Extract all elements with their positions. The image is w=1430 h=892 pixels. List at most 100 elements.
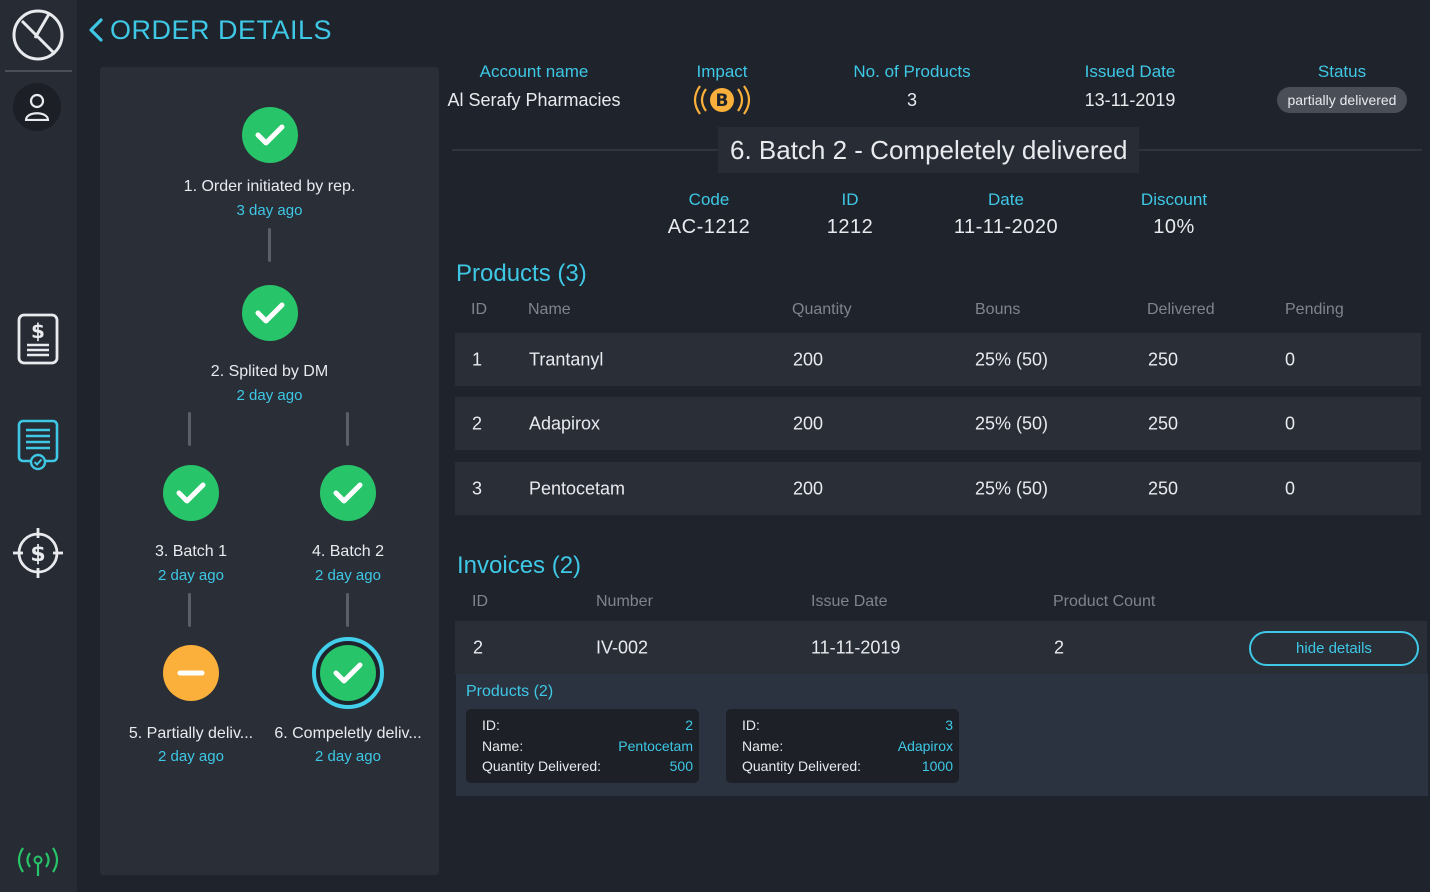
order-timeline: 1. Order initiated by rep. 3 day ago 2. … bbox=[100, 67, 439, 875]
inv-cell-id: 2 bbox=[473, 637, 484, 657]
cell-name: Pentocetam bbox=[529, 478, 626, 498]
step-3-label: 3. Batch 1 bbox=[154, 543, 228, 560]
batch-code: Code AC-1212 bbox=[649, 190, 769, 239]
card-id-key: ID: bbox=[482, 717, 500, 733]
step-2-status bbox=[242, 285, 298, 341]
cell-delivered: 250 bbox=[1148, 413, 1179, 433]
invoices-title: Invoices (2) bbox=[457, 552, 582, 579]
issued-summary: Issued Date 13-11-2019 bbox=[1050, 62, 1210, 111]
issued-date-value: 13-11-2019 bbox=[1084, 90, 1176, 110]
nav-orders[interactable] bbox=[12, 417, 64, 473]
hide-details-button[interactable]: hide details bbox=[1249, 631, 1419, 666]
user-avatar[interactable] bbox=[13, 83, 61, 131]
page-title: ORDER DETAILS bbox=[110, 14, 333, 45]
back-button[interactable]: ORDER DETAILS bbox=[86, 14, 332, 46]
cell-id: 1 bbox=[472, 349, 483, 369]
invoice-products-title: Products (2) bbox=[466, 683, 554, 700]
impact-label: Impact bbox=[696, 62, 748, 81]
step-2-time: 2 day ago bbox=[236, 387, 303, 404]
step-1-time: 3 day ago bbox=[236, 202, 303, 219]
batch-id-value: 1212 bbox=[826, 216, 874, 238]
nav-invoices[interactable]: $ bbox=[12, 311, 64, 367]
batch-id: ID 1212 bbox=[800, 190, 900, 239]
col-head-pending: Pending bbox=[1285, 301, 1344, 318]
card-qty-key: Quantity Delivered: bbox=[742, 758, 862, 774]
target-dollar-icon: $ bbox=[13, 528, 63, 578]
card-name-value: Pentocetam bbox=[618, 737, 693, 754]
card-name-key: Name: bbox=[482, 737, 524, 754]
col-head-id: ID bbox=[471, 301, 487, 318]
step-5-label: 5. Partially deliv... bbox=[128, 725, 254, 742]
batch-id-label: ID bbox=[841, 190, 859, 209]
cell-delivered: 250 bbox=[1148, 478, 1179, 498]
batch-title: 6. Batch 2 - Compeletely delivered bbox=[718, 127, 1140, 173]
inv-cell-issue-date: 11-11-2019 bbox=[811, 637, 901, 657]
svg-text:$: $ bbox=[31, 319, 45, 343]
account-value: Al Serafy Pharmacies bbox=[447, 90, 621, 110]
step-2-label: 2. Splited by DM bbox=[210, 363, 329, 380]
step-5-time: 2 day ago bbox=[158, 748, 224, 765]
table-row[interactable]: 1 Trantanyl 200 25% (50) 250 0 bbox=[455, 333, 1421, 386]
nav-targets[interactable]: $ bbox=[12, 525, 64, 581]
table-row[interactable]: 2 Adapirox 200 25% (50) 250 0 bbox=[455, 397, 1421, 450]
impact-badge: B bbox=[716, 91, 729, 111]
col-head-delivered: Delivered bbox=[1147, 301, 1215, 318]
card-qty-value: 500 bbox=[669, 758, 693, 774]
status-label: Status bbox=[1317, 62, 1367, 81]
chevron-left-icon bbox=[89, 18, 103, 42]
timeline-connector bbox=[346, 593, 349, 627]
col-head-quantity: Quantity bbox=[792, 301, 852, 318]
cell-id: 3 bbox=[472, 478, 483, 498]
step-6-status-fill bbox=[320, 645, 376, 701]
cell-name: Adapirox bbox=[529, 413, 601, 433]
step-1-label: 1. Order initiated by rep. bbox=[183, 178, 356, 195]
batch-code-label: Code bbox=[688, 190, 730, 209]
table-row[interactable]: 3 Pentocetam 200 25% (50) 250 0 bbox=[455, 462, 1421, 515]
inv-col-head-number: Number bbox=[596, 593, 653, 610]
status-summary: Status partially delivered bbox=[1262, 62, 1422, 113]
account-label: Account name bbox=[479, 62, 589, 81]
timeline-connector bbox=[346, 412, 349, 446]
batch-date-label: Date bbox=[988, 190, 1024, 209]
broadcast-icon bbox=[17, 847, 59, 876]
batch-date-value: 11-11-2020 bbox=[953, 216, 1059, 238]
checklist-icon bbox=[17, 419, 59, 471]
impact-summary: Impact B bbox=[662, 62, 782, 121]
col-head-bonus: Bouns bbox=[975, 301, 1021, 318]
cell-id: 2 bbox=[472, 413, 483, 433]
step-6-label: 6. Compeletly deliv... bbox=[274, 725, 422, 742]
card-name-value: Adapirox bbox=[897, 737, 953, 754]
cell-quantity: 200 bbox=[793, 413, 824, 433]
inv-col-head-id: ID bbox=[472, 593, 488, 610]
step-6-status[interactable] bbox=[312, 637, 384, 709]
batch-date: Date 11-11-2020 bbox=[936, 190, 1076, 239]
timeline-connector bbox=[268, 228, 271, 262]
cell-quantity: 200 bbox=[793, 349, 824, 369]
cell-name: Trantanyl bbox=[529, 349, 604, 369]
step-3-status bbox=[163, 465, 219, 521]
logo-icon[interactable] bbox=[11, 8, 65, 62]
user-icon bbox=[24, 93, 50, 121]
check-icon bbox=[176, 482, 206, 504]
batch-code-value: AC-1212 bbox=[667, 216, 751, 238]
card-id-key: ID: bbox=[742, 717, 760, 733]
cell-pending: 0 bbox=[1285, 413, 1296, 433]
batch-discount-value: 10% bbox=[1153, 216, 1195, 238]
card-id-value: 3 bbox=[945, 717, 953, 733]
bitcoin-signal-icon: B bbox=[662, 84, 782, 121]
check-icon bbox=[333, 482, 363, 504]
timeline-connector bbox=[188, 593, 191, 627]
card-name-key: Name: bbox=[742, 737, 784, 754]
card-qty-key: Quantity Delivered: bbox=[482, 758, 602, 774]
rail-divider bbox=[5, 70, 72, 72]
card-qty-value: 1000 bbox=[921, 758, 953, 774]
step-5-status bbox=[163, 645, 219, 701]
products-title: Products (3) bbox=[456, 260, 587, 287]
timeline-connector bbox=[188, 412, 191, 446]
cell-quantity: 200 bbox=[793, 478, 824, 498]
issued-date-label: Issued Date bbox=[1084, 62, 1176, 81]
check-icon bbox=[333, 662, 363, 684]
check-icon bbox=[255, 124, 285, 146]
side-rail: $ $ bbox=[0, 0, 77, 892]
nav-broadcast[interactable] bbox=[12, 834, 64, 890]
